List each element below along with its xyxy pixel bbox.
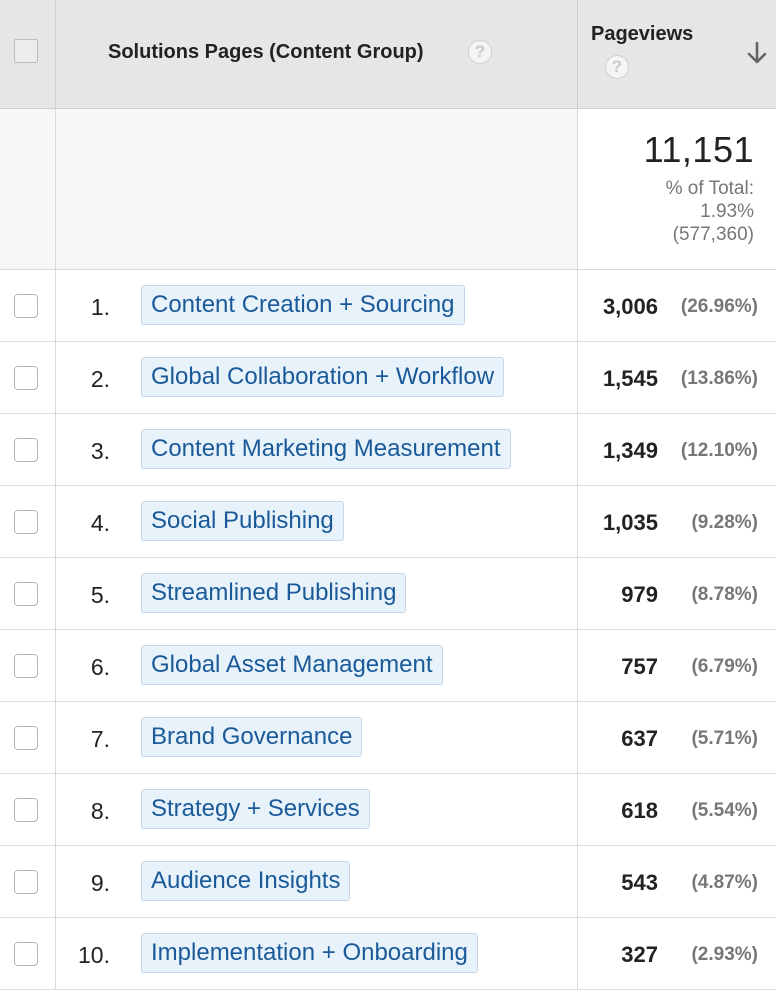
table-row: 4. Social Publishing 1,035 (9.28%)	[0, 486, 776, 558]
pageviews-value: 618	[621, 798, 658, 823]
totals-row: 11,151 % of Total: 1.93% (577,360)	[0, 109, 776, 270]
row-checkbox[interactable]	[14, 798, 38, 822]
row-checkbox[interactable]	[14, 726, 38, 750]
site-total-pageviews: (577,360)	[672, 224, 754, 245]
table-row: 3. Content Marketing Measurement 1,349 (…	[0, 414, 776, 486]
row-checkbox[interactable]	[14, 510, 38, 534]
row-checkbox[interactable]	[14, 294, 38, 318]
content-group-link[interactable]: Audience Insights	[141, 861, 351, 901]
row-index: 8.	[90, 798, 110, 824]
pageviews-column-title[interactable]: Pageviews	[591, 23, 694, 45]
row-checkbox[interactable]	[14, 366, 38, 390]
content-group-link[interactable]: Content Creation + Sourcing	[141, 285, 465, 325]
row-checkbox[interactable]	[14, 654, 38, 678]
pageviews-value: 3,006	[602, 294, 658, 319]
pageviews-percent: (5.71%)	[691, 728, 758, 749]
row-index: 7.	[90, 726, 110, 752]
content-group-link[interactable]: Global Asset Management	[141, 645, 443, 685]
content-group-link[interactable]: Streamlined Publishing	[141, 573, 407, 613]
pageviews-value: 757	[621, 654, 658, 679]
pageviews-percent: (5.54%)	[691, 800, 758, 821]
row-index: 3.	[90, 438, 110, 464]
pageviews-percent: (8.78%)	[691, 584, 758, 605]
table-row: 8. Strategy + Services 618 (5.54%)	[0, 774, 776, 846]
pageviews-percent: (2.93%)	[691, 944, 758, 965]
percent-of-total-label: % of Total:	[665, 178, 754, 199]
row-index: 9.	[90, 870, 110, 896]
pageviews-value: 1,545	[602, 366, 658, 391]
pageviews-value: 1,349	[602, 438, 658, 463]
pageviews-value: 327	[621, 942, 658, 967]
table-row: 9. Audience Insights 543 (4.87%)	[0, 846, 776, 918]
pageviews-percent: (13.86%)	[680, 368, 758, 389]
row-checkbox[interactable]	[14, 870, 38, 894]
content-group-link[interactable]: Social Publishing	[141, 501, 344, 541]
row-checkbox[interactable]	[14, 438, 38, 462]
row-index: 4.	[90, 510, 110, 536]
pageviews-percent: (26.96%)	[680, 296, 758, 317]
sort-descending-arrow-icon[interactable]	[746, 40, 768, 66]
table-header: Solutions Pages (Content Group) ? Pagevi…	[0, 0, 776, 109]
pageviews-percent: (12.10%)	[680, 440, 758, 461]
table-row: 5. Streamlined Publishing 979 (8.78%)	[0, 558, 776, 630]
table-row: 6. Global Asset Management 757 (6.79%)	[0, 630, 776, 702]
pageviews-help-icon[interactable]: ?	[605, 55, 629, 79]
table-row: 2. Global Collaboration + Workflow 1,545…	[0, 342, 776, 414]
row-index: 1.	[90, 294, 110, 320]
row-checkbox[interactable]	[14, 582, 38, 606]
total-pageviews: 11,151	[643, 129, 754, 170]
pageviews-percent: (4.87%)	[691, 872, 758, 893]
content-group-link[interactable]: Global Collaboration + Workflow	[141, 357, 505, 397]
pageviews-value: 543	[621, 870, 658, 895]
content-group-link[interactable]: Implementation + Onboarding	[141, 933, 478, 973]
dimension-column-title[interactable]: Solutions Pages (Content Group)	[108, 41, 424, 63]
pageviews-value: 1,035	[602, 510, 658, 535]
row-index: 2.	[90, 366, 110, 392]
table-row: 7. Brand Governance 637 (5.71%)	[0, 702, 776, 774]
content-group-link[interactable]: Content Marketing Measurement	[141, 429, 511, 469]
pageviews-percent: (9.28%)	[691, 512, 758, 533]
pageviews-value: 979	[621, 582, 658, 607]
content-group-link[interactable]: Strategy + Services	[141, 789, 370, 829]
row-index: 5.	[90, 582, 110, 608]
dimension-help-icon[interactable]: ?	[468, 40, 492, 64]
row-index: 10.	[78, 942, 110, 968]
pageviews-percent: (6.79%)	[691, 656, 758, 677]
content-group-link[interactable]: Brand Governance	[141, 717, 363, 757]
table-row: 10. Implementation + Onboarding 327 (2.9…	[0, 918, 776, 990]
percent-of-total-value: 1.93%	[700, 201, 754, 222]
select-all-checkbox[interactable]	[14, 39, 38, 63]
pageviews-value: 637	[621, 726, 658, 751]
row-index: 6.	[90, 654, 110, 680]
table-row: 1. Content Creation + Sourcing 3,006 (26…	[0, 270, 776, 342]
row-checkbox[interactable]	[14, 942, 38, 966]
